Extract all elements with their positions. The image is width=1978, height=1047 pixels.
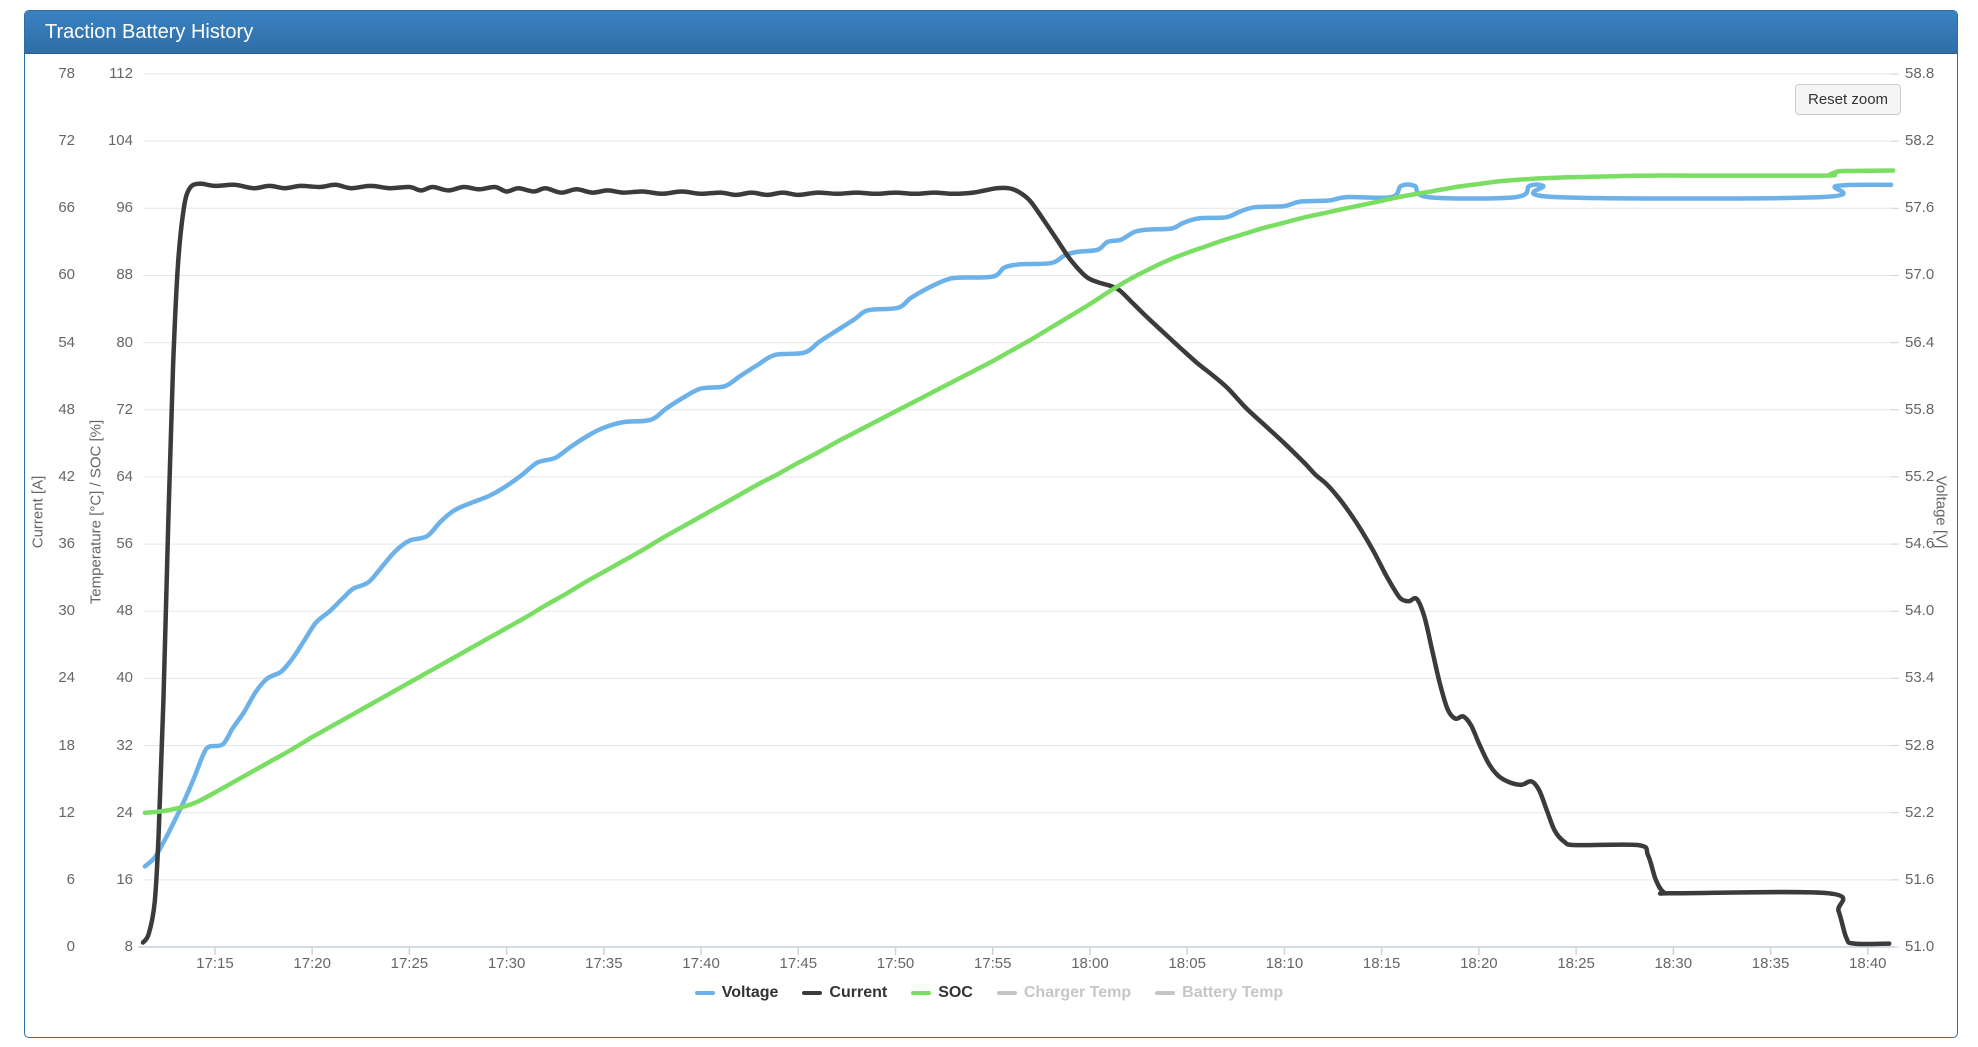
temp-soc-axis-title: Temperature [°C] / SOC [%] (87, 419, 105, 605)
legend-swatch (694, 990, 715, 996)
voltage-axis-tick-label: 55.8 (1905, 400, 1935, 418)
temp-soc-axis-tick-label: 56 (116, 535, 133, 553)
x-axis-tick-label: 18:30 (1654, 955, 1693, 972)
x-axis-tick-label: 18:35 (1751, 955, 1790, 972)
current-axis-tick-label: 30 (58, 602, 75, 620)
legend-swatch (911, 990, 932, 996)
chart-legend: Voltage Current SOC Charger Temp Battery Tem… (0, 984, 1978, 1002)
legend-item-battery-temp[interactable]: Battery Temp (1155, 984, 1283, 1002)
current-axis-tick-label: 60 (58, 266, 75, 284)
current-axis-tick-label: 12 (58, 803, 75, 821)
battery-history-panel: Traction Battery History (24, 10, 1958, 1038)
temp-soc-axis-tick-label: 112 (109, 65, 133, 82)
temp-soc-axis-tick-label: 32 (116, 736, 133, 754)
x-axis-tick-label: 18:20 (1460, 955, 1498, 972)
current-axis-tick-label: 36 (58, 535, 75, 553)
x-axis-tick-label: 17:55 (973, 955, 1012, 972)
legend-label: SOC (938, 984, 973, 1001)
voltage-series-line (142, 182, 1894, 869)
voltage-axis-tick-label: 52.8 (1905, 736, 1935, 754)
voltage-axis-title: Voltage [V] (1932, 475, 1950, 549)
temp-soc-axis-tick-label: 24 (116, 803, 133, 821)
temp-soc-axis-tick-label: 104 (107, 132, 133, 150)
legend-label: Battery Temp (1182, 984, 1284, 1001)
voltage-axis-tick-label: 57.0 (1905, 266, 1935, 284)
temp-soc-axis-tick-label: 96 (116, 199, 133, 217)
legend-swatch (996, 990, 1017, 996)
legend-item-soc[interactable]: SOC (911, 984, 973, 1002)
temp-soc-axis-tick-label: 40 (116, 669, 133, 687)
x-axis-tick-label: 17:30 (487, 955, 526, 972)
temp-soc-axis-tick-label: 80 (116, 333, 133, 351)
legend-item-voltage[interactable]: Voltage (694, 984, 779, 1002)
temp-soc-axis-tick-label: 16 (116, 870, 133, 888)
temp-soc-axis-tick-label: 48 (116, 602, 133, 620)
x-axis-tick-label: 18:40 (1848, 955, 1887, 972)
legend-label: Charger Temp (1023, 984, 1132, 1001)
legend-label: Current (829, 984, 888, 1001)
voltage-axis-tick-label: 53.4 (1905, 669, 1935, 687)
voltage-axis-tick-label: 54.6 (1905, 535, 1935, 553)
x-axis-tick-label: 18:15 (1362, 955, 1401, 972)
reset-zoom-button[interactable]: Reset zoom (1795, 84, 1902, 115)
voltage-axis-tick-label: 52.2 (1905, 803, 1935, 821)
legend-item-current[interactable]: Current (802, 984, 887, 1002)
voltage-axis-tick-label: 54.0 (1905, 602, 1935, 620)
legend-swatch (1155, 990, 1176, 996)
x-axis-tick-label: 17:40 (682, 955, 720, 972)
voltage-axis-tick-label: 58.2 (1905, 132, 1935, 150)
x-axis-tick-label: 17:20 (293, 955, 331, 972)
x-axis-tick-label: 18:05 (1168, 955, 1206, 972)
legend-swatch (802, 990, 823, 996)
panel-header: Traction Battery History (25, 11, 1957, 54)
current-axis-tick-label: 18 (58, 736, 75, 754)
current-axis-tick-label: 24 (58, 669, 75, 687)
voltage-axis-tick-label: 58.8 (1905, 65, 1935, 82)
x-axis-tick-label: 17:15 (196, 955, 234, 972)
current-axis-tick-label: 6 (66, 870, 75, 888)
x-axis-tick-label: 17:25 (390, 955, 429, 972)
x-axis-tick-label: 18:00 (1071, 955, 1109, 972)
x-axis-tick-label: 17:35 (585, 955, 623, 972)
current-axis-tick-label: 54 (58, 333, 75, 351)
voltage-axis-tick-label: 51.6 (1905, 870, 1935, 888)
current-axis-tick-label: 42 (58, 467, 75, 485)
current-axis-tick-label: 48 (58, 400, 75, 418)
temp-soc-axis-tick-label: 8 (124, 938, 133, 955)
panel-title: Traction Battery History (45, 21, 254, 43)
x-axis-tick-label: 17:45 (779, 955, 818, 972)
temp-soc-axis-tick-label: 64 (116, 467, 133, 485)
voltage-axis-tick-label: 56.4 (1905, 333, 1935, 351)
legend-label: Voltage (721, 984, 779, 1001)
voltage-axis-tick-label: 57.6 (1905, 199, 1935, 217)
x-axis-tick-label: 18:25 (1557, 955, 1595, 972)
temp-soc-axis-tick-label: 72 (116, 400, 133, 418)
voltage-axis-tick-label: 55.2 (1905, 467, 1935, 485)
temp-soc-axis-tick-label: 88 (116, 266, 133, 284)
voltage-axis-tick-label: 51.0 (1905, 938, 1935, 955)
current-axis-tick-label: 78 (58, 65, 75, 82)
current-axis-title: Current [A] (29, 475, 47, 549)
legend-item-charger-temp[interactable]: Charger Temp (996, 984, 1132, 1002)
current-axis-tick-label: 0 (66, 938, 75, 955)
soc-series-line (142, 168, 1896, 815)
current-axis-tick-label: 66 (58, 199, 75, 217)
current-series-line (140, 181, 1892, 947)
x-axis-tick-label: 18:10 (1265, 955, 1304, 972)
current-axis-tick-label: 72 (58, 132, 75, 150)
x-axis-tick-label: 17:50 (876, 955, 915, 972)
